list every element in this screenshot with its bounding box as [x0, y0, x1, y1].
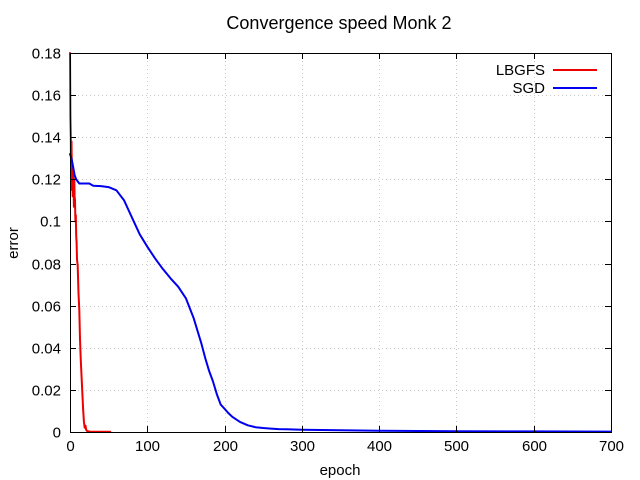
x-tick-label: 700 — [599, 438, 624, 455]
y-tick-label: 0.06 — [32, 299, 61, 316]
x-tick-label: 200 — [213, 438, 238, 455]
x-tick-label: 300 — [290, 438, 315, 455]
chart-title: Convergence speed Monk 2 — [226, 13, 451, 33]
y-axis-label: error — [5, 227, 22, 259]
y-tick-label: 0 — [53, 425, 61, 442]
x-tick-label: 400 — [367, 438, 392, 455]
x-tick-label: 600 — [522, 438, 547, 455]
y-tick-label: 0.14 — [32, 130, 61, 147]
x-tick-label: 500 — [444, 438, 469, 455]
legend-label-sgd: SGD — [512, 80, 545, 97]
legend-label-lbgfs: LBGFS — [496, 62, 545, 79]
y-tick-label: 0.08 — [32, 257, 61, 274]
y-tick-label: 0.12 — [32, 172, 61, 189]
series-line-lbgfs — [69, 52, 112, 433]
grid — [70, 53, 611, 432]
series-line-sgd — [69, 153, 612, 433]
x-tick-label: 100 — [135, 438, 160, 455]
series-layer — [69, 52, 612, 433]
y-tick-label: 0.18 — [32, 46, 61, 63]
ticks — [70, 53, 612, 433]
tick-labels: 0 100 200 300 400 500 600 700 0 0.02 0.04 0.06 0.08 0… — [32, 46, 624, 456]
y-tick-label: 0.16 — [32, 88, 61, 105]
x-axis-label: epoch — [320, 462, 361, 479]
x-tick-label: 0 — [66, 438, 74, 455]
plot-frame — [70, 53, 612, 433]
y-tick-label: 0.02 — [32, 383, 61, 400]
y-tick-label: 0.04 — [32, 341, 61, 358]
y-tick-label: 0.1 — [40, 214, 61, 231]
